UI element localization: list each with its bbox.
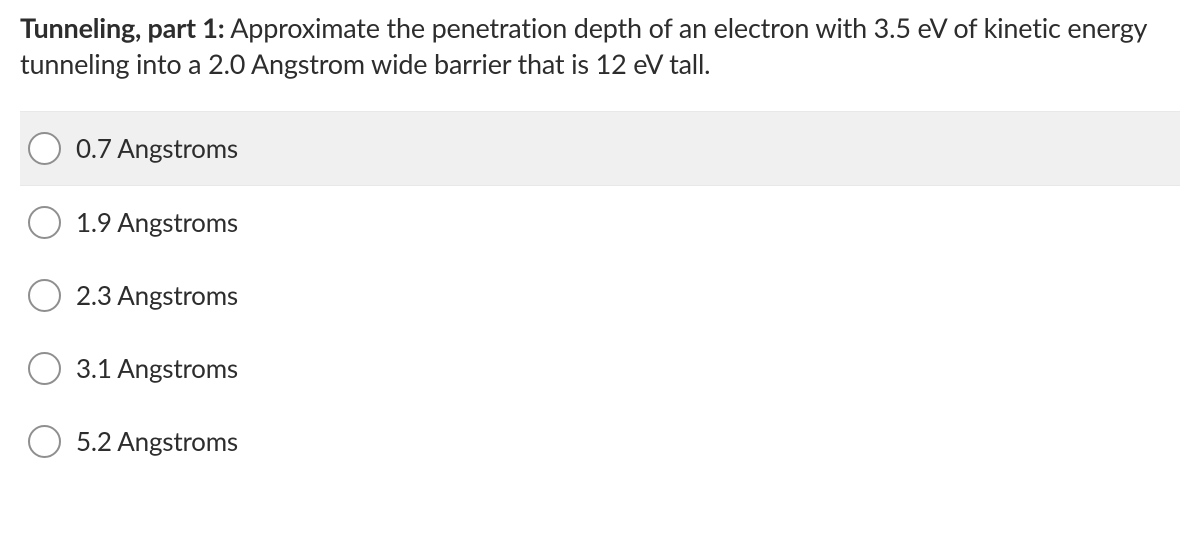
option-row[interactable]: 1.9 Angstroms (20, 186, 1180, 259)
question-title-bold: Tunneling, part 1: (20, 11, 224, 44)
radio-icon[interactable] (28, 279, 61, 312)
radio-icon[interactable] (28, 132, 61, 165)
radio-icon[interactable] (28, 425, 61, 458)
option-label: 5.2 Angstroms (76, 425, 238, 457)
options-list: 0.7 Angstroms 1.9 Angstroms 2.3 Angstrom… (20, 111, 1180, 478)
radio-icon[interactable] (28, 206, 61, 239)
option-row[interactable]: 0.7 Angstroms (20, 111, 1180, 186)
option-label: 3.1 Angstroms (76, 352, 238, 384)
radio-icon[interactable] (28, 352, 61, 385)
option-row[interactable]: 3.1 Angstroms (20, 332, 1180, 405)
question-text: Tunneling, part 1: Approximate the penet… (20, 10, 1180, 83)
option-row[interactable]: 2.3 Angstroms (20, 259, 1180, 332)
option-row[interactable]: 5.2 Angstroms (20, 405, 1180, 478)
option-label: 0.7 Angstroms (76, 132, 238, 164)
option-label: 1.9 Angstroms (76, 206, 238, 238)
option-label: 2.3 Angstroms (76, 279, 238, 311)
question-container: Tunneling, part 1: Approximate the penet… (0, 0, 1200, 478)
